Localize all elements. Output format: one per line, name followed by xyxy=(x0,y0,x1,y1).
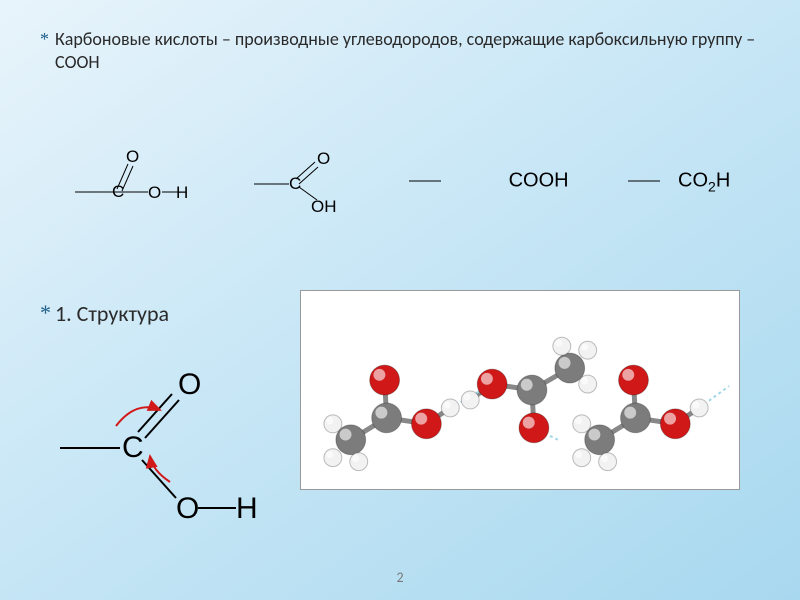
svg-text:O: O xyxy=(148,183,161,202)
section-asterisk: * xyxy=(40,302,51,324)
notation-1: C O O H xyxy=(70,142,190,222)
notation-2: C O OH xyxy=(249,142,349,222)
svg-text:C: C xyxy=(112,182,124,201)
svg-text:H: H xyxy=(236,492,258,525)
svg-text:O: O xyxy=(176,492,199,525)
svg-text:O: O xyxy=(126,147,139,166)
bullet-asterisk: * xyxy=(40,30,49,48)
svg-text:O: O xyxy=(178,368,201,401)
svg-text:C: C xyxy=(289,174,301,193)
notation-cooh: COOH xyxy=(409,166,569,222)
svg-text:OH: OH xyxy=(311,197,337,216)
svg-text:C: C xyxy=(122,431,144,464)
notation-co2h: CO2H xyxy=(628,166,730,222)
page-number: 2 xyxy=(396,569,403,586)
cooh-text: COOH xyxy=(509,169,569,191)
molecular-model xyxy=(300,290,740,490)
svg-text:H: H xyxy=(176,183,188,202)
resonance-structure: C O O H xyxy=(60,360,260,545)
carboxyl-notations: C O O H C O OH xyxy=(0,142,800,222)
section-title: 1. Структура xyxy=(55,300,169,327)
svg-text:O: O xyxy=(317,149,330,168)
section-structure: * 1. Структура xyxy=(40,300,169,327)
bullet-definition: * Карбоновые кислоты – производные углев… xyxy=(40,28,760,75)
definition-text: Карбоновые кислоты – производные углевод… xyxy=(55,28,760,75)
